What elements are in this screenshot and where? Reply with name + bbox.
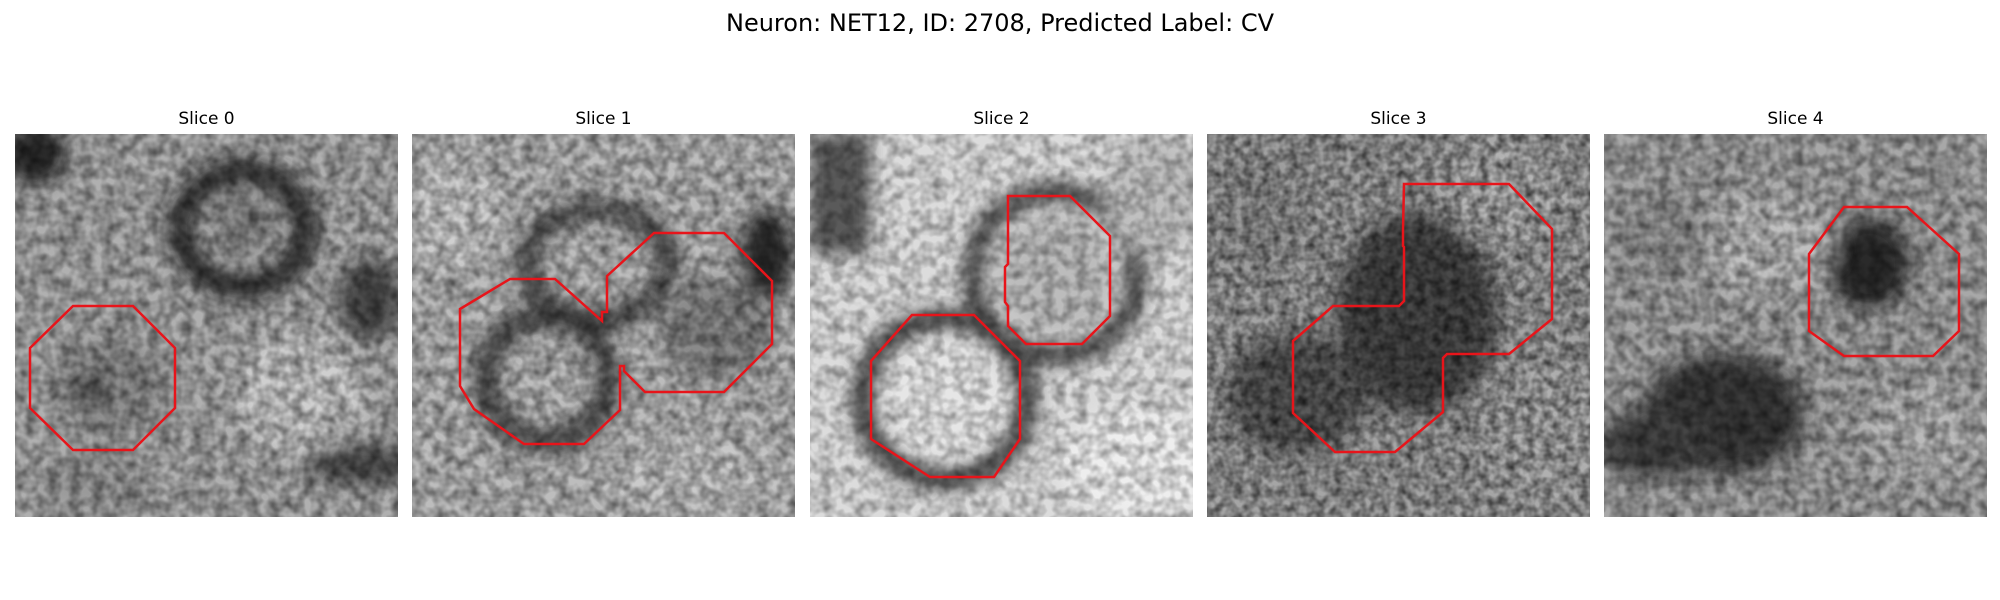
neuron-contour-2-upper bbox=[1003, 194, 1112, 346]
slice-image-4 bbox=[1604, 134, 1987, 517]
neuron-contour-3 bbox=[1291, 182, 1554, 454]
neuron-contour-4 bbox=[1807, 205, 1961, 358]
figure-title: Neuron: NET12, ID: 2708, Predicted Label… bbox=[726, 9, 1274, 37]
neuron-contour-0 bbox=[28, 304, 177, 452]
slice-image-0 bbox=[15, 134, 398, 517]
slice-image-3 bbox=[1207, 134, 1590, 517]
neuron-contour-1 bbox=[458, 231, 774, 446]
slice-title-2: Slice 2 bbox=[973, 109, 1030, 129]
slice-title-1: Slice 1 bbox=[575, 109, 632, 129]
slice-title-0: Slice 0 bbox=[178, 109, 235, 129]
slice-title-3: Slice 3 bbox=[1370, 109, 1427, 129]
slice-image-1 bbox=[412, 134, 795, 517]
slice-title-4: Slice 4 bbox=[1767, 109, 1824, 129]
slice-image-2 bbox=[810, 134, 1193, 517]
neuron-contour-2-lower bbox=[869, 313, 1022, 479]
